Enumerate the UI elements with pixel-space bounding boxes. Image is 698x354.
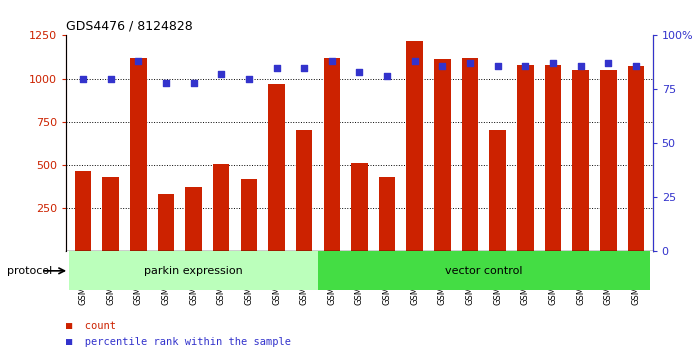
Text: vector control: vector control xyxy=(445,266,523,276)
Point xyxy=(244,76,255,81)
Bar xyxy=(429,251,456,290)
Bar xyxy=(351,163,368,251)
Bar xyxy=(124,251,152,290)
Bar xyxy=(462,58,478,251)
Text: ■  percentile rank within the sample: ■ percentile rank within the sample xyxy=(66,337,291,347)
Bar xyxy=(97,251,124,290)
Bar xyxy=(489,130,506,251)
Bar xyxy=(512,251,540,290)
Text: GDS4476 / 8124828: GDS4476 / 8124828 xyxy=(66,20,193,33)
Bar xyxy=(69,251,318,290)
Point xyxy=(630,63,641,68)
Point xyxy=(326,58,337,64)
Bar xyxy=(268,84,285,251)
Point xyxy=(299,65,310,71)
Bar xyxy=(262,251,290,290)
Bar xyxy=(185,187,202,251)
Point xyxy=(188,80,199,86)
Point xyxy=(409,58,420,64)
Bar xyxy=(346,251,373,290)
Bar xyxy=(595,251,622,290)
Bar xyxy=(517,65,534,251)
Bar xyxy=(401,251,429,290)
Bar xyxy=(323,58,340,251)
Bar xyxy=(213,164,230,251)
Bar xyxy=(103,177,119,251)
Bar xyxy=(152,251,179,290)
Bar xyxy=(600,70,616,251)
Bar xyxy=(373,251,401,290)
Bar xyxy=(484,251,512,290)
Bar xyxy=(434,59,451,251)
Point xyxy=(271,65,282,71)
Bar xyxy=(572,70,589,251)
Bar xyxy=(69,251,97,290)
Bar xyxy=(130,58,147,251)
Point xyxy=(492,63,503,68)
Point xyxy=(547,61,558,66)
Bar xyxy=(235,251,262,290)
Bar xyxy=(318,251,346,290)
Point xyxy=(354,69,365,75)
Point xyxy=(603,61,614,66)
Bar xyxy=(241,179,257,251)
Bar xyxy=(379,177,396,251)
Bar xyxy=(207,251,235,290)
Point xyxy=(382,74,393,79)
Point xyxy=(575,63,586,68)
Point xyxy=(77,76,89,81)
Bar xyxy=(179,251,207,290)
Point xyxy=(161,80,172,86)
Bar xyxy=(456,251,484,290)
Bar xyxy=(628,65,644,251)
Point xyxy=(464,61,475,66)
Bar xyxy=(622,251,650,290)
Text: ■  count: ■ count xyxy=(66,321,117,331)
Text: protocol: protocol xyxy=(7,266,52,276)
Text: parkin expression: parkin expression xyxy=(144,266,243,276)
Point xyxy=(133,58,144,64)
Point xyxy=(520,63,531,68)
Point xyxy=(105,76,116,81)
Point xyxy=(437,63,448,68)
Point xyxy=(216,72,227,77)
Bar xyxy=(158,194,174,251)
Bar xyxy=(318,251,650,290)
Bar xyxy=(540,251,567,290)
Bar xyxy=(544,65,561,251)
Bar xyxy=(567,251,595,290)
Bar xyxy=(75,171,91,251)
Bar xyxy=(406,41,423,251)
Bar xyxy=(296,130,313,251)
Bar xyxy=(290,251,318,290)
